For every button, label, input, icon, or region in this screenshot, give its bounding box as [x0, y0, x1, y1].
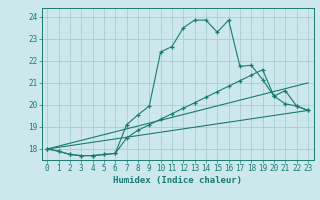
X-axis label: Humidex (Indice chaleur): Humidex (Indice chaleur) [113, 176, 242, 185]
